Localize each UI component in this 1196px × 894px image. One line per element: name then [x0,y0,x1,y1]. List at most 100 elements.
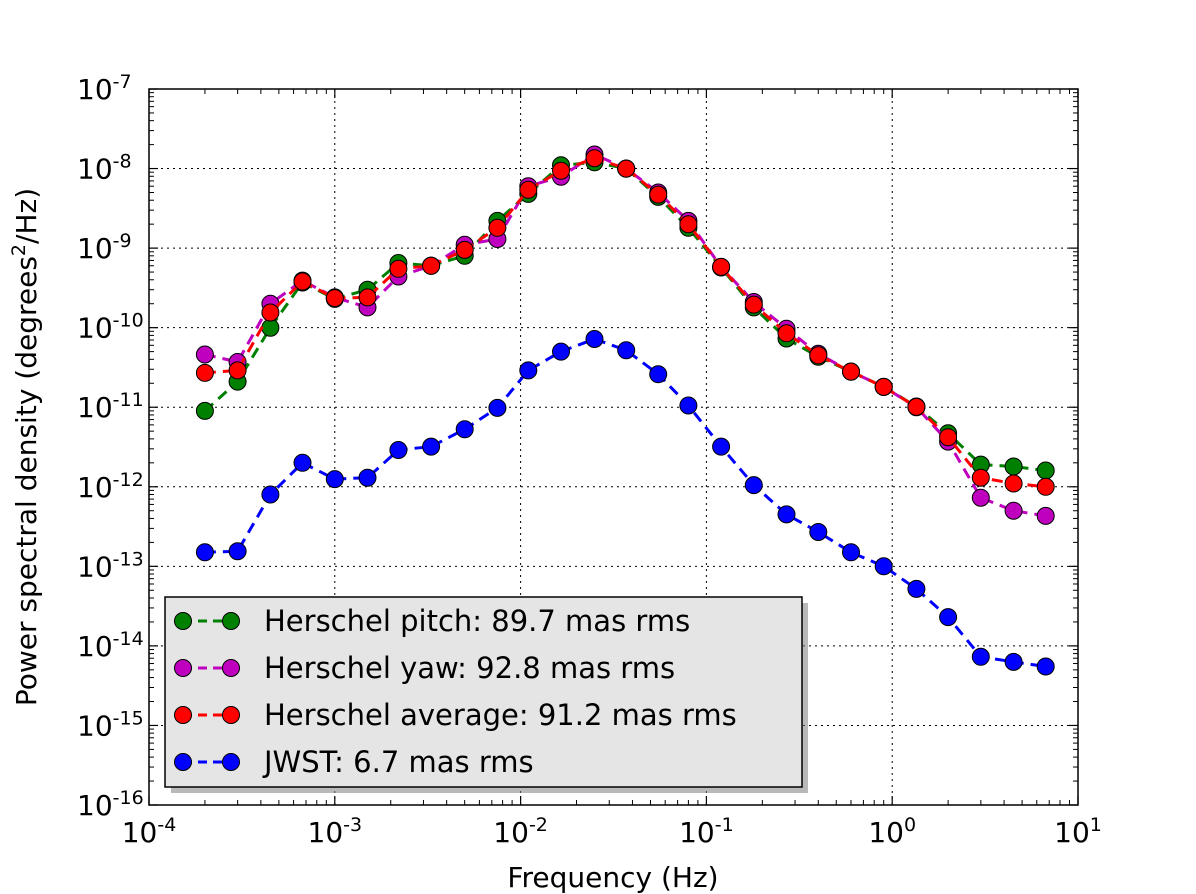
y-tick-label-exp: -15 [113,707,144,729]
data-point [971,468,990,487]
data-point [519,180,538,199]
y-tick-label-base: 10 [77,391,113,424]
y-tick-label-base: 10 [77,471,113,504]
data-point [389,259,408,278]
legend-marker [222,706,240,724]
data-point [195,543,214,562]
data-point [842,543,860,562]
legend-box [164,596,803,788]
data-point [1036,477,1055,496]
series-line [204,156,1046,489]
tick-labels: 10-4 10-3 10-2 10-1 100 10110-710-810-910-101… [77,71,1102,849]
x-tick-label-base: 10 [679,816,715,849]
y-axis-label: Power spectral density (degrees2/Hz) [8,188,43,706]
y-tick-label: 10-12 [77,469,144,504]
series-layer [195,145,1055,676]
y-tick-label: 10-7 [77,71,132,106]
data-point [939,428,958,447]
data-point [293,272,312,291]
x-tick-label-exp: -1 [715,814,734,836]
data-point [228,542,247,561]
data-point [777,505,796,524]
data-point [712,437,731,456]
data-point [585,149,604,168]
data-point [679,396,698,415]
data-point [293,453,312,472]
legend-marker [174,659,192,677]
x-tick-label-base: 10 [122,816,158,849]
y-tick-label-exp: -10 [113,310,144,332]
y-tick-label: 10-11 [77,389,144,424]
series-3 [195,330,1055,676]
legend-label: Herschel pitch: 89.7 mas rms [264,604,690,638]
x-axis-label: Frequency (Hz) [507,861,718,894]
data-point [939,608,958,627]
data-point [809,346,828,365]
data-point [422,256,441,275]
x-tick-label-exp: -2 [529,814,548,836]
y-tick-label: 10-15 [77,707,144,742]
legend-marker [222,612,240,630]
legend: Herschel pitch: 89.7 mas rms Herschel yaw… [164,596,808,793]
data-point [519,361,538,380]
y-axis-label-sup: 2 [8,244,30,256]
x-tick-label: 10-4 [122,814,177,849]
data-point [1004,474,1023,493]
x-tick-label-exp: 0 [904,814,916,836]
data-point [325,289,344,308]
data-point [455,240,474,259]
data-point [777,324,796,343]
data-point [744,476,763,495]
legend-entry: Herschel yaw: 92.8 mas rms [174,651,675,685]
x-tick-label-exp: -3 [343,814,362,836]
y-tick-label: 10-9 [77,230,132,265]
data-point [422,437,441,456]
data-point [1036,657,1055,676]
data-point [744,295,763,314]
data-point [552,342,570,361]
x-tick-label: 101 [1054,814,1102,849]
data-point [842,362,860,381]
y-tick-label-base: 10 [77,232,113,265]
y-tick-label-exp: -9 [113,230,132,252]
data-point [261,485,280,504]
data-point [649,185,668,204]
legend-marker [174,753,192,771]
y-tick-label-base: 10 [77,709,113,742]
x-tick-label: 10-1 [679,814,734,849]
data-point [455,420,474,439]
x-tick-label-exp: -4 [157,814,176,836]
y-tick-label-base: 10 [77,312,113,345]
y-tick-label-exp: -14 [113,628,144,650]
data-point [971,488,990,507]
y-tick-label-base: 10 [77,789,113,822]
data-point [488,398,507,417]
y-tick-label-exp: -12 [113,469,144,491]
data-point [358,288,377,307]
data-point [228,361,247,380]
data-point [585,330,604,348]
data-point [552,161,570,180]
data-point [195,345,214,364]
y-tick-label-exp: -13 [113,548,144,570]
y-tick-label-exp: -7 [113,71,132,93]
data-point [1004,501,1023,520]
data-point [1004,652,1023,671]
y-tick-label-exp: -16 [113,787,144,809]
data-point [617,159,636,178]
data-point [389,441,408,459]
data-point [971,647,990,666]
x-tick-label-base: 10 [493,816,529,849]
y-tick-label-exp: -8 [113,151,132,173]
data-point [712,257,731,276]
x-tick-label-base: 10 [1054,816,1090,849]
x-tick-label-base: 10 [308,816,344,849]
plot-frame [148,88,1079,806]
y-tick-label-base: 10 [77,550,113,583]
legend-entry: Herschel pitch: 89.7 mas rms [174,604,690,638]
legend-entry: JWST: 6.7 mas rms [174,745,534,779]
series-2 [195,149,1055,496]
data-point [358,468,377,487]
data-point [907,579,926,598]
